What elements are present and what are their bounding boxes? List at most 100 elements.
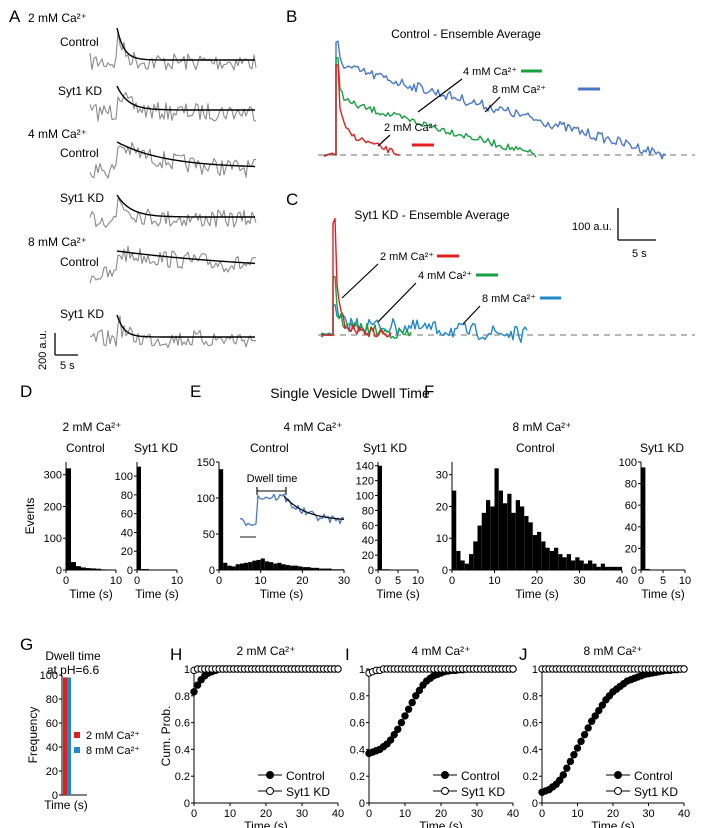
- cdf-point: [415, 686, 424, 695]
- inset-label: Dwell time: [247, 473, 298, 485]
- ca2-pointer: [341, 263, 379, 299]
- y-tick-label: 0: [442, 565, 448, 577]
- ca8-trace: [323, 40, 667, 160]
- chart-title: at pH=6.6: [47, 663, 100, 677]
- ca4-kd-trace: [320, 275, 412, 340]
- y-tick-label: 0.6: [175, 718, 190, 730]
- legend-label: 8 mM Ca²⁺: [86, 745, 140, 757]
- histogram-bar: [66, 468, 71, 570]
- legend-label: 2 mM Ca²⁺: [380, 251, 434, 263]
- x-axis-label: Time (s): [591, 819, 635, 828]
- histogram-bar: [339, 569, 344, 570]
- ca8-pointer: [484, 96, 501, 113]
- x-tick-label: 40: [616, 575, 628, 587]
- histogram-bar: [81, 567, 86, 570]
- histogram-bar: [323, 568, 328, 570]
- vesicle-trace: [89, 315, 257, 349]
- x-tick-label: 30: [338, 575, 350, 587]
- histogram-bar: [378, 465, 382, 570]
- histogram-bar: [545, 547, 550, 570]
- group-label: Syt1 KD: [134, 441, 178, 455]
- histogram-bar: [96, 568, 101, 570]
- x-tick-label: 40: [507, 808, 519, 820]
- legend-label: Syt1 KD: [634, 785, 678, 799]
- y-tick-label: 100: [619, 457, 637, 469]
- panel-letter: C: [286, 190, 298, 209]
- histogram-bar: [507, 493, 512, 570]
- histogram-bar: [541, 541, 546, 570]
- x-axis-label: Time (s): [515, 587, 559, 601]
- vesicle-trace: [89, 31, 257, 71]
- histogram-bar: [600, 563, 605, 570]
- inset-fit: [283, 495, 345, 520]
- histogram-bar: [566, 554, 571, 570]
- y-tick-label: 200: [44, 501, 62, 513]
- legend-marker: [614, 787, 622, 795]
- histogram-bar: [298, 566, 303, 570]
- exponential-fit: [116, 27, 255, 61]
- x-tick-label: 10: [171, 575, 183, 587]
- x-tick-label: 0: [216, 575, 222, 587]
- y-tick-label: 20: [46, 766, 58, 778]
- histogram-bar: [532, 535, 537, 570]
- x-axis-label: Time (s): [419, 819, 463, 828]
- histogram-bar: [549, 550, 554, 570]
- histogram-bar: [464, 563, 469, 570]
- y-tick-label: 1: [359, 664, 365, 676]
- cdf-point: [401, 712, 409, 720]
- x-axis-label: Time (s): [135, 587, 179, 601]
- x-tick-label: 20: [296, 575, 308, 587]
- histogram-bar: [494, 468, 499, 570]
- vesicle-trace: [89, 197, 257, 228]
- y-tick-label: 0: [52, 790, 58, 802]
- histogram-bar: [386, 569, 390, 570]
- y-tick-label: 60: [121, 509, 133, 521]
- histogram-bar: [645, 568, 650, 570]
- histogram-bar: [277, 562, 282, 570]
- x-tick-label: 0: [449, 575, 455, 587]
- y-tick-label: 0.4: [350, 744, 365, 756]
- histogram-bar: [613, 566, 618, 570]
- x-tick-label: 0: [539, 808, 545, 820]
- panel-letter: I: [345, 645, 350, 664]
- chart-title: 2 mM Ca²⁺: [236, 644, 295, 658]
- histogram-bar: [306, 567, 311, 570]
- histogram-bar: [477, 525, 482, 570]
- histogram-bar: [554, 547, 559, 570]
- y-axis-label: Events: [23, 498, 37, 535]
- y-tick-label: 0: [368, 565, 374, 577]
- histogram-bar: [319, 568, 324, 570]
- x-axis-label: Time (s): [376, 587, 420, 601]
- ca2-trace: [323, 63, 401, 157]
- exponential-fit: [116, 250, 256, 265]
- histogram-bar: [490, 506, 495, 570]
- ca2-kd-trace: [320, 217, 392, 338]
- y-tick-label: 0: [532, 798, 538, 810]
- y-tick-label: 40: [362, 535, 374, 547]
- exponential-fit: [116, 141, 256, 168]
- legend-label: Control: [634, 769, 673, 783]
- section-title: Single Vesicle Dwell Time: [270, 385, 430, 401]
- x-tick-label: 30: [573, 575, 585, 587]
- histogram-bar: [285, 564, 290, 570]
- histogram-bar: [331, 569, 336, 570]
- cdf-point: [190, 688, 198, 696]
- histogram-bar: [617, 566, 622, 570]
- histogram-bar: [456, 550, 461, 570]
- frequency-bar: [63, 677, 67, 795]
- amp-scale-label: 100 a.u.: [572, 221, 612, 233]
- y-tick-label: 300: [44, 470, 62, 482]
- chart-title: Control - Ensemble Average: [391, 27, 541, 41]
- histogram-bar: [289, 565, 294, 570]
- y-tick-label: 100: [115, 471, 133, 483]
- ca8-pointer: [462, 305, 481, 325]
- histogram-bar: [605, 566, 610, 570]
- cdf-point: [577, 737, 585, 746]
- x-tick-label: 30: [642, 808, 654, 820]
- cdf-point: [408, 698, 416, 707]
- legend-label: 8 mM Ca²⁺: [482, 293, 536, 305]
- cdf-point: [397, 718, 406, 727]
- vesicle-trace: [89, 91, 257, 122]
- ca4-trace: [323, 57, 537, 158]
- legend-label: 8 mM Ca²⁺: [492, 84, 546, 96]
